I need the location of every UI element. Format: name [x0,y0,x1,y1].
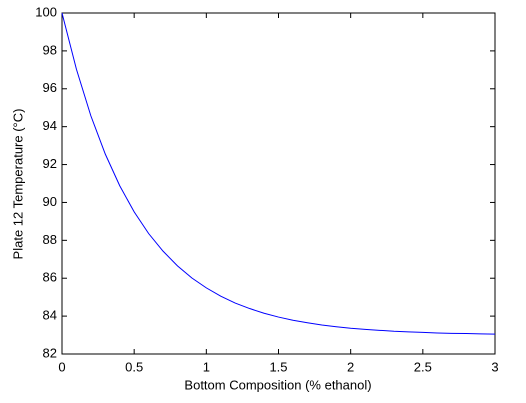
y-axis-label: Plate 12 Temperature (°C) [10,109,25,260]
y-tick-label: 84 [43,308,57,323]
data-line [61,12,496,335]
y-tick-label: 86 [43,270,57,285]
x-tick-label: 2 [347,359,354,374]
y-tick-label: 98 [43,42,57,57]
y-tick-label: 82 [43,345,57,360]
y-tick-label: 94 [43,118,57,133]
x-axis-label: Bottom Composition (% ethanol) [184,377,371,392]
x-tick-label: 0.5 [125,359,143,374]
y-tick-label: 92 [43,156,57,171]
x-tick-label: 1 [203,359,210,374]
y-tick-label: 100 [35,4,57,19]
x-tick-label: 1.5 [269,359,287,374]
y-tick-label: 90 [43,194,57,209]
x-tick-label: 0 [58,359,65,374]
x-tick-label: 3 [491,359,498,374]
y-tick-label: 88 [43,232,57,247]
plot-frame [61,12,496,355]
y-tick-label: 96 [43,80,57,95]
x-tick-label: 2.5 [414,359,432,374]
